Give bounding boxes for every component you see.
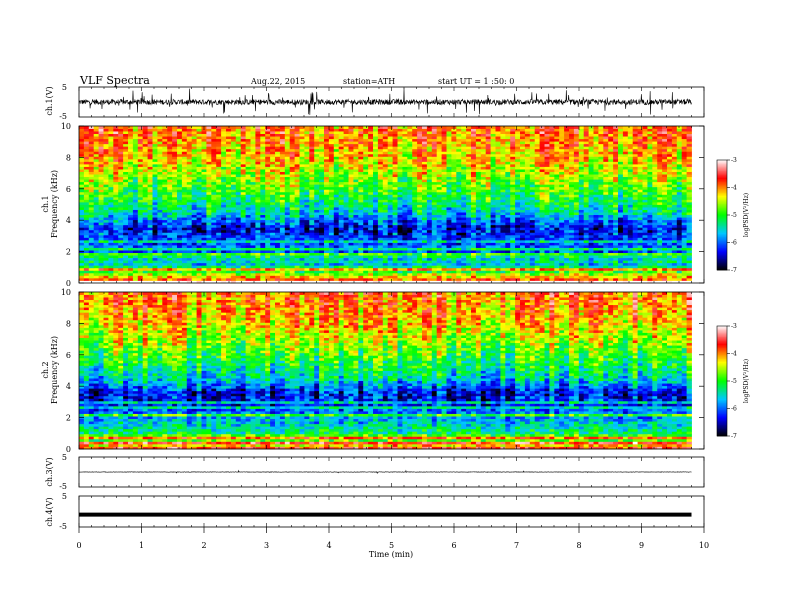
header-date: Aug.22, 2015 bbox=[250, 77, 305, 86]
ch2-spec-heatmap bbox=[79, 292, 692, 450]
ylabel-ch3-wave: ch.3(V) bbox=[45, 457, 54, 486]
ch2-spec-ytick: 4 bbox=[66, 382, 71, 391]
colorbar-ch1: -3 -4 -5 -6 -7 logPSD(V²/Hz) bbox=[716, 157, 750, 274]
ch1-spectrogram-panel: 0 2 4 6 8 10 bbox=[61, 122, 705, 288]
colorbar-tick: -4 bbox=[731, 185, 737, 192]
figure-title: VLF Spectra bbox=[79, 74, 150, 87]
x-tick-label: 8 bbox=[576, 541, 581, 550]
x-tick-label: 6 bbox=[451, 541, 456, 550]
ylabel-ch1-spectrogram: ch.1Frequency (kHz) bbox=[41, 170, 59, 238]
colorbar-tick: -6 bbox=[731, 240, 737, 247]
x-tick-label: 5 bbox=[389, 541, 394, 550]
colorbar-tick: -5 bbox=[731, 212, 737, 219]
x-axis: 0 1 2 3 4 5 6 7 8 9 10 bbox=[76, 527, 709, 550]
ch2-spec-ytick: 8 bbox=[66, 319, 71, 328]
ch4-wave-ytick: 5 bbox=[62, 492, 67, 501]
ch1-waveform-panel: 5 -5 bbox=[59, 83, 705, 121]
ch1-wave-ytick: -5 bbox=[59, 112, 67, 121]
ch3-wave-ytick: -5 bbox=[59, 482, 67, 491]
ch1-spec-ytick: 10 bbox=[61, 122, 71, 131]
ch1-spec-ytick: 8 bbox=[66, 153, 71, 162]
x-tick-label: 0 bbox=[76, 541, 81, 550]
ch1-wave-ytick: 5 bbox=[62, 83, 67, 92]
x-tick-label: 1 bbox=[139, 541, 144, 550]
ch3-wave-ytick: 5 bbox=[62, 453, 67, 462]
x-tick-label: 9 bbox=[639, 541, 644, 550]
ch4-waveform-panel: 5 -5 bbox=[59, 492, 705, 531]
header-station: station=ATH bbox=[343, 77, 395, 86]
x-axis-label: Time (min) bbox=[369, 550, 413, 559]
ch2-spec-ytick: 2 bbox=[66, 414, 71, 423]
ch4-wave-frame bbox=[78, 495, 705, 528]
ylabel-ch2-spectrogram: ch.2Frequency (kHz) bbox=[41, 336, 59, 404]
ylabel-ch4-wave: ch.4(V) bbox=[45, 497, 54, 526]
ch2-spec-ytick: 10 bbox=[61, 288, 71, 297]
x-tick-label: 2 bbox=[201, 541, 206, 550]
colorbar-tick: -7 bbox=[731, 433, 737, 440]
x-tick-label: 3 bbox=[264, 541, 269, 550]
colorbar-tick: -4 bbox=[731, 351, 737, 358]
ch2-spectrogram-panel: 0 2 4 6 8 10 bbox=[61, 288, 705, 454]
colorbar-ch2: -3 -4 -5 -6 -7 logPSD(V²/Hz) bbox=[716, 323, 750, 440]
colorbar-tick: -6 bbox=[731, 406, 737, 413]
ch4-wave-ytick: -5 bbox=[59, 522, 67, 531]
x-tick-label: 4 bbox=[326, 541, 331, 550]
ch1-wave-trace bbox=[78, 88, 692, 115]
colorbar-tick: -3 bbox=[731, 323, 737, 330]
x-tick-label: 10 bbox=[699, 541, 709, 550]
ch2-spec-ytick: 6 bbox=[66, 351, 71, 360]
ch2-spec-ytick: 0 bbox=[66, 445, 71, 454]
x-tick-label: 7 bbox=[514, 541, 519, 550]
ylabel-ch1-wave: ch.1(V) bbox=[45, 86, 54, 115]
ch1-spec-heatmap bbox=[79, 126, 692, 284]
ch1-spec-ytick: 4 bbox=[66, 216, 71, 225]
ch1-spec-ytick: 6 bbox=[66, 185, 71, 194]
colorbar-label: logPSD(V²/Hz) bbox=[743, 193, 750, 237]
ch1-spec-ytick: 2 bbox=[66, 248, 71, 257]
header-start-time: start UT = 1 :50: 0 bbox=[438, 77, 514, 86]
colorbar-tick: -5 bbox=[731, 378, 737, 385]
ch1-spec-ytick: 0 bbox=[66, 279, 71, 288]
ch3-waveform-panel: 5 -5 bbox=[59, 453, 705, 491]
colorbar-tick: -3 bbox=[731, 157, 737, 164]
colorbar-label: logPSD(V²/Hz) bbox=[743, 359, 750, 403]
colorbar-tick: -7 bbox=[731, 267, 737, 274]
ch3-wave-trace bbox=[78, 469, 692, 475]
